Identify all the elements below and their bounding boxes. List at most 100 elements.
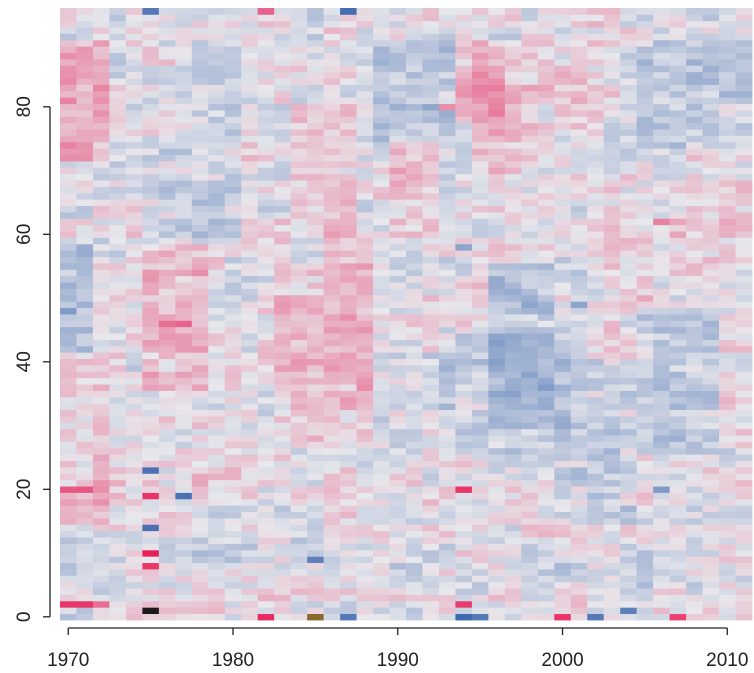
heatmap-cell xyxy=(653,167,671,175)
heatmap-cell xyxy=(224,110,242,117)
heatmap-cell xyxy=(257,110,275,117)
heatmap-cell xyxy=(290,365,308,372)
heatmap-cell xyxy=(76,59,94,66)
heatmap-cell xyxy=(669,613,687,621)
heatmap-cell xyxy=(488,20,506,28)
heatmap-cell xyxy=(323,390,341,398)
heatmap-cell xyxy=(208,154,226,162)
heatmap-cell xyxy=(587,320,605,328)
heatmap-cell xyxy=(471,498,489,506)
heatmap-cell xyxy=(455,326,473,334)
heatmap-cell xyxy=(488,454,506,462)
heatmap-cell xyxy=(274,173,292,181)
heatmap-cell xyxy=(373,613,390,621)
heatmap-cell xyxy=(471,218,489,226)
heatmap-cell xyxy=(340,365,357,372)
heatmap-cell xyxy=(422,537,440,544)
heatmap-cell xyxy=(373,390,390,398)
heatmap-cell xyxy=(92,358,110,366)
heatmap-cell xyxy=(537,141,555,149)
heatmap-cell xyxy=(406,205,423,213)
heatmap-cell xyxy=(340,588,357,595)
heatmap-cell xyxy=(471,288,489,296)
heatmap-cell xyxy=(175,148,193,156)
heatmap-cell xyxy=(422,199,440,207)
heatmap-cell xyxy=(175,20,193,28)
heatmap-cell xyxy=(702,492,720,500)
heatmap-cell xyxy=(191,65,209,73)
heatmap-cell xyxy=(653,59,671,66)
heatmap-cell xyxy=(537,467,555,474)
heatmap-cell xyxy=(537,492,555,500)
heatmap-cell xyxy=(471,161,489,168)
heatmap-cell xyxy=(76,97,94,105)
heatmap-cell xyxy=(455,173,473,181)
heatmap-cell xyxy=(686,333,703,340)
heatmap-cell xyxy=(669,435,687,442)
heatmap-cell xyxy=(554,148,572,156)
heatmap-cell xyxy=(702,301,720,309)
heatmap-cell xyxy=(504,161,522,168)
heatmap-cell xyxy=(340,301,357,309)
heatmap-cell xyxy=(60,199,77,207)
heatmap-cell xyxy=(471,447,489,455)
heatmap-cell xyxy=(438,594,456,602)
heatmap-cell xyxy=(702,543,720,551)
heatmap-cell xyxy=(570,8,588,15)
heatmap-cell xyxy=(702,186,720,194)
heatmap-cell xyxy=(60,613,77,621)
heatmap-cell xyxy=(125,192,143,200)
heatmap-cell xyxy=(504,269,522,277)
heatmap-cell xyxy=(241,435,259,442)
heatmap-cell xyxy=(603,600,621,608)
heatmap-cell xyxy=(620,243,638,251)
heatmap-cell xyxy=(587,549,605,557)
heatmap-cell xyxy=(109,154,127,162)
heatmap-cell xyxy=(109,352,127,360)
heatmap-cell xyxy=(109,269,127,277)
heatmap-cell xyxy=(125,428,143,436)
heatmap-cell xyxy=(356,409,374,417)
heatmap-cell xyxy=(340,518,357,525)
heatmap-cell xyxy=(158,224,176,232)
heatmap-cell xyxy=(438,161,456,168)
heatmap-cell xyxy=(175,473,193,481)
heatmap-cell xyxy=(653,588,671,595)
heatmap-cell xyxy=(158,275,176,283)
heatmap-cell xyxy=(373,454,390,462)
heatmap-cell xyxy=(307,256,325,264)
heatmap-cell xyxy=(686,345,703,353)
heatmap-cell xyxy=(620,326,638,334)
heatmap-cell xyxy=(471,122,489,130)
heatmap-cell xyxy=(290,186,308,194)
heatmap-cell xyxy=(406,65,423,73)
heatmap-cell xyxy=(191,505,209,513)
heatmap-cell xyxy=(471,543,489,551)
heatmap-cell xyxy=(373,460,390,468)
heatmap-cell xyxy=(521,212,539,219)
heatmap-cell xyxy=(109,543,127,551)
heatmap-cell xyxy=(257,371,275,379)
heatmap-cell xyxy=(142,97,160,105)
heatmap-cell xyxy=(241,358,259,366)
heatmap-cell xyxy=(224,352,242,360)
heatmap-cell xyxy=(554,250,572,258)
heatmap-cell xyxy=(290,231,308,238)
heatmap-cell xyxy=(274,141,292,149)
heatmap-cell xyxy=(669,199,687,207)
heatmap-cell xyxy=(702,110,720,117)
heatmap-cell xyxy=(323,524,341,532)
heatmap-cell xyxy=(92,167,110,175)
heatmap-cell xyxy=(554,269,572,277)
heatmap-cell xyxy=(389,14,407,22)
heatmap-cell xyxy=(142,110,160,117)
heatmap-cell xyxy=(109,320,127,328)
heatmap-cell xyxy=(389,556,407,564)
heatmap-cell xyxy=(373,365,390,372)
heatmap-cell xyxy=(373,192,390,200)
heatmap-cell xyxy=(554,237,572,245)
heatmap-cell xyxy=(620,282,638,289)
heatmap-cell xyxy=(587,556,605,564)
heatmap-cell xyxy=(307,320,325,328)
heatmap-cell xyxy=(307,505,325,513)
